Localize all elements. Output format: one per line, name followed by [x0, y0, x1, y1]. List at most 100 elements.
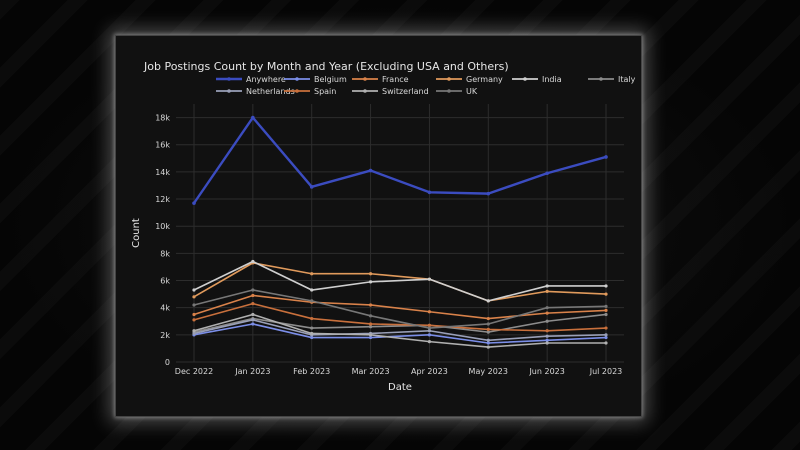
data-point: [545, 338, 549, 342]
data-point: [192, 318, 196, 322]
data-point: [251, 288, 255, 292]
legend-item[interactable]: Germany: [436, 75, 503, 84]
data-point: [368, 168, 373, 173]
data-point: [309, 185, 314, 189]
data-point: [545, 289, 549, 293]
series-anywhere: [192, 115, 608, 205]
data-point: [310, 326, 314, 330]
legend-item[interactable]: Belgium: [284, 75, 347, 84]
y-tick-label: 4k: [160, 304, 170, 313]
y-axis: 0 2k 4k 6k 8k 10k 12k 14k 16k 18k: [155, 114, 170, 367]
legend-label: Anywhere: [246, 75, 286, 84]
legend-item[interactable]: Spain: [284, 87, 336, 96]
data-point: [604, 312, 608, 317]
series-belgium: [192, 322, 608, 345]
data-point: [427, 329, 432, 333]
y-tick-label: 10k: [155, 222, 170, 231]
data-point: [192, 329, 196, 333]
legend-item[interactable]: UK: [436, 87, 478, 96]
data-point: [251, 259, 255, 264]
data-point: [368, 335, 373, 340]
x-tick-label: Jan 2023: [234, 367, 270, 376]
line-chart: Job Postings Count by Month and Year (Ex…: [131, 60, 636, 393]
series-uk: [192, 288, 608, 330]
data-point: [192, 288, 196, 292]
data-point: [192, 295, 196, 299]
legend-item[interactable]: France: [352, 75, 409, 84]
data-point: [368, 272, 373, 276]
data-point: [604, 155, 608, 159]
series-line: [193, 262, 607, 302]
data-point: [545, 284, 549, 288]
legend-marker: [227, 77, 231, 81]
x-axis-title: Date: [388, 382, 412, 393]
data-point: [310, 272, 314, 276]
legend-marker: [523, 77, 527, 81]
data-point: [486, 345, 490, 349]
x-tick-label: Feb 2023: [293, 367, 330, 376]
series-line: [193, 313, 607, 333]
chart-title: Job Postings Count by Month and Year (Ex…: [143, 60, 509, 73]
data-point: [368, 325, 373, 329]
series-line: [193, 302, 607, 332]
data-point: [486, 327, 490, 332]
data-point: [604, 326, 608, 330]
gridlines: [176, 104, 624, 363]
data-point: [310, 316, 314, 321]
x-tick-label: Jun 2023: [528, 367, 564, 376]
data-point: [251, 312, 255, 317]
legend-item[interactable]: Netherlands: [216, 87, 295, 96]
data-point: [368, 333, 373, 337]
data-point: [545, 306, 549, 310]
data-point: [604, 308, 608, 312]
data-point: [310, 331, 314, 336]
data-point: [545, 311, 549, 315]
data-point: [486, 191, 491, 196]
y-axis-title: Count: [131, 218, 142, 248]
data-point: [427, 277, 432, 281]
legend-label: India: [542, 75, 562, 84]
y-tick-label: 18k: [155, 114, 170, 123]
data-point: [604, 304, 608, 308]
data-point: [427, 323, 432, 327]
legend-label: Belgium: [314, 75, 347, 84]
legend-item[interactable]: Anywhere: [216, 75, 286, 84]
series-spain: [192, 302, 608, 333]
y-tick-label: 6k: [160, 277, 170, 286]
x-tick-label: Mar 2023: [352, 367, 390, 376]
data-point: [368, 314, 373, 318]
series-line: [193, 289, 607, 329]
legend-item[interactable]: Switzerland: [352, 87, 429, 96]
data-point: [427, 310, 432, 314]
data-point: [192, 303, 196, 307]
legend-marker: [227, 89, 231, 93]
data-point: [486, 338, 490, 342]
data-point: [545, 334, 549, 338]
legend-label: Netherlands: [246, 87, 295, 96]
series-india: [192, 259, 608, 303]
series-line: [193, 313, 606, 348]
legend-item[interactable]: Italy: [588, 75, 636, 84]
data-point: [192, 331, 196, 336]
x-tick-label: Apr 2023: [411, 367, 448, 376]
series-line: [193, 319, 607, 342]
legend: Anywhere Belgium France Germany India Italy Ne…: [216, 75, 636, 96]
data-point: [486, 316, 490, 321]
series-line: [193, 260, 606, 302]
legend-label: Spain: [314, 87, 336, 96]
x-tick-label: Jul 2023: [589, 367, 623, 376]
legend-label: UK: [466, 87, 478, 96]
data-point: [604, 333, 608, 337]
legend-item[interactable]: India: [512, 75, 562, 84]
data-point: [310, 288, 314, 292]
legend-marker: [363, 89, 367, 93]
legend-marker: [447, 77, 451, 81]
data-point: [486, 341, 490, 345]
legend-marker: [599, 77, 603, 81]
series-lines: [192, 115, 608, 349]
data-point: [368, 303, 373, 307]
data-point: [192, 201, 196, 205]
data-point: [486, 322, 490, 326]
legend-label: Switzerland: [382, 87, 429, 96]
